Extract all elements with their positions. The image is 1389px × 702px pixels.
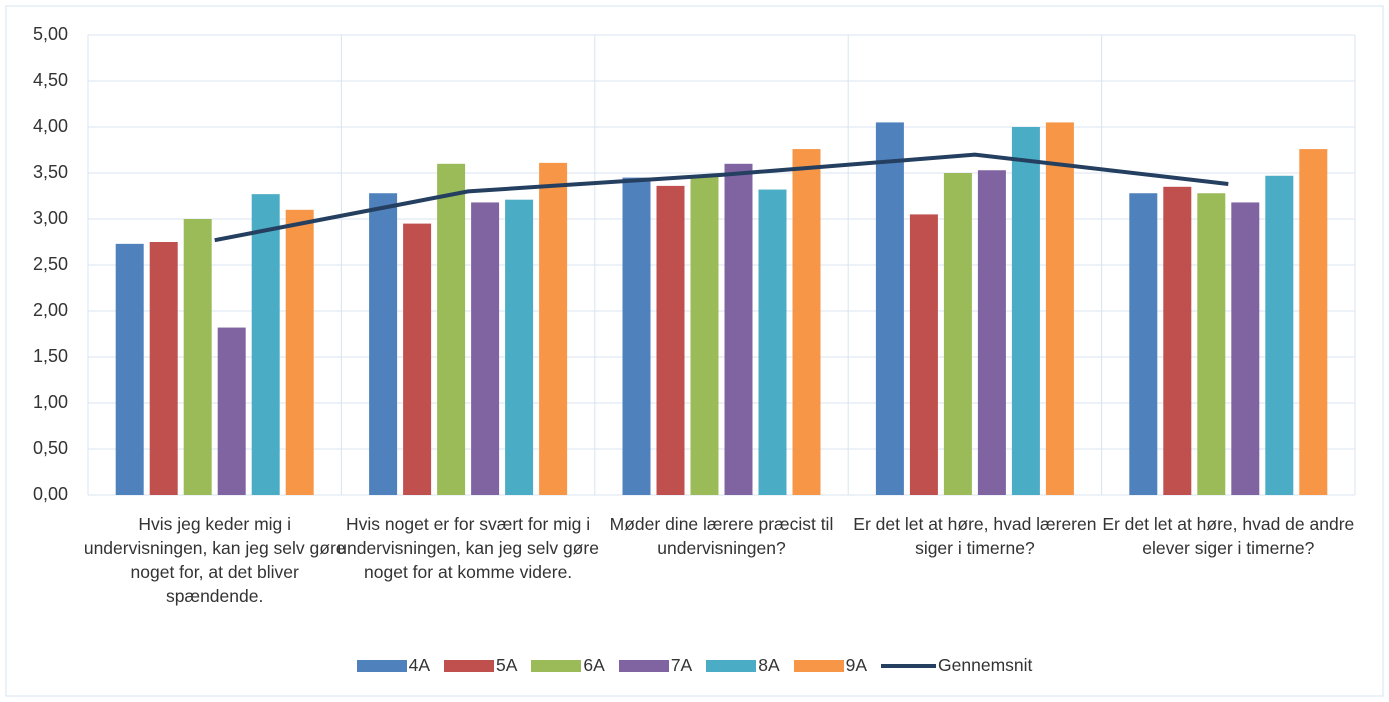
bar xyxy=(1129,193,1158,496)
bar xyxy=(251,194,280,495)
bar xyxy=(149,242,178,495)
y-tick-label: 4,50 xyxy=(33,70,68,90)
legend-item: 5A xyxy=(444,655,517,676)
bar xyxy=(909,214,938,495)
legend-label: Gennemsnit xyxy=(938,655,1033,675)
legend-swatch xyxy=(881,663,937,668)
legend-item: 4A xyxy=(356,655,430,676)
bar xyxy=(1265,175,1294,495)
bar xyxy=(217,327,246,495)
legend-label: 8A xyxy=(758,655,780,675)
legend-label: 9A xyxy=(845,655,868,675)
legend: 4A 5A 6A 7A 8A 9A Gennemsnit xyxy=(0,655,1389,676)
bar xyxy=(539,162,568,495)
legend-item: 6A xyxy=(531,655,605,676)
bar xyxy=(403,223,432,495)
x-tick-label: Er det let at høre, hvad læreren siger i… xyxy=(853,514,1097,558)
bar xyxy=(1231,202,1260,495)
x-tick-label: Møder dine lærere præcist til undervisni… xyxy=(609,514,834,558)
legend-item: 8A xyxy=(706,655,780,676)
x-tick-label: Er det let at høre, hvad de andre elever… xyxy=(1102,514,1355,558)
bar xyxy=(758,189,787,495)
bar xyxy=(977,170,1006,496)
y-tick-label: 3,50 xyxy=(33,162,68,182)
legend-item: 7A xyxy=(618,655,693,676)
bar xyxy=(183,219,212,495)
y-tick-label: 1,50 xyxy=(33,346,68,366)
legend-swatch xyxy=(531,659,582,672)
legend-swatch xyxy=(444,659,494,672)
y-tick-label: 2,00 xyxy=(33,300,68,320)
y-tick-label: 0,00 xyxy=(33,484,68,504)
bar xyxy=(1045,122,1074,496)
bar xyxy=(690,175,719,495)
bar xyxy=(792,149,821,495)
legend-label: 7A xyxy=(670,655,693,675)
bar xyxy=(943,173,972,495)
legend-item: Gennemsnit xyxy=(881,655,1032,676)
bar xyxy=(724,163,753,496)
bar xyxy=(875,122,904,496)
bar xyxy=(115,243,144,495)
legend-label: 6A xyxy=(583,655,605,675)
legend-label: 4A xyxy=(408,655,430,675)
bar xyxy=(437,163,466,496)
bar xyxy=(369,193,398,496)
bar xyxy=(656,185,685,495)
bar xyxy=(285,209,314,496)
legend-item: 9A xyxy=(793,655,868,676)
average-line xyxy=(214,152,1229,243)
bar xyxy=(1299,149,1328,495)
x-tick-label: Hvis jeg keder mig i undervisningen, kan… xyxy=(83,514,346,606)
legend-swatch xyxy=(793,659,844,672)
bar xyxy=(622,177,651,495)
y-tick-label: 3,00 xyxy=(33,208,68,228)
y-tick-label: 4,00 xyxy=(33,116,68,136)
y-tick-label: 1,00 xyxy=(33,392,68,412)
bar xyxy=(471,202,500,495)
legend-label: 5A xyxy=(496,655,518,675)
chart-border xyxy=(5,5,1384,697)
x-tick-label: Hvis noget er for svært for mig i underv… xyxy=(337,514,599,582)
legend-swatch xyxy=(706,659,757,672)
bar xyxy=(1163,186,1192,496)
bar xyxy=(1197,193,1226,496)
y-tick-label: 2,50 xyxy=(33,254,68,274)
bar xyxy=(1011,127,1040,495)
y-tick-label: 5,00 xyxy=(33,24,68,44)
bar xyxy=(505,199,534,495)
legend-swatch xyxy=(356,659,407,672)
y-tick-label: 0,50 xyxy=(33,438,68,458)
legend-swatch xyxy=(618,659,669,672)
